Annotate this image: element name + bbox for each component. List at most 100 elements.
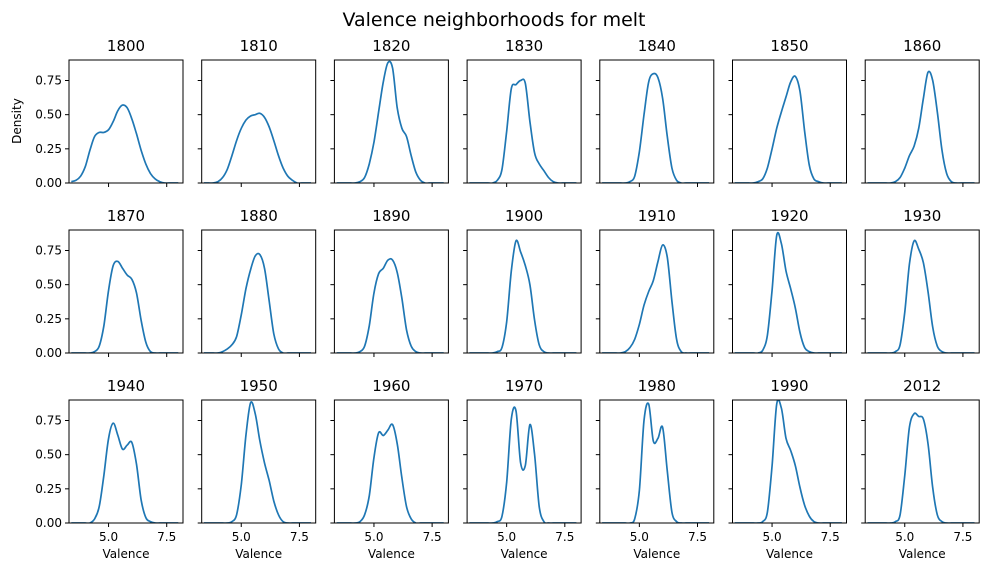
x-axis-label: Valence [368,547,415,561]
y-tick-label: 0.50 [35,448,62,462]
panel-1900: 1900 [463,207,582,357]
density-curve-1860 [867,70,975,183]
density-curve-1880 [204,252,311,353]
y-tick-label: 0.50 [35,278,62,292]
panel-title: 1930 [903,207,941,225]
density-curve-1820 [336,60,444,183]
y-tick-label: 0.75 [35,244,62,258]
panel-title: 1910 [638,207,676,225]
density-curve-1910 [602,244,710,353]
x-axis-label: Valence [633,547,680,561]
x-tick-label: 7.5 [555,530,574,544]
panel-1940: 1940 5.0 7.5 0.00 0.25 0.50 0.75 Valence [35,377,184,561]
axes-frame [599,399,715,524]
panel-title: 1990 [770,377,808,395]
x-tick-label: 5.0 [630,530,649,544]
x-tick-label: 5.0 [99,530,118,544]
panel-title: 1870 [107,207,145,225]
y-tick-label: 0.75 [35,74,62,88]
density-curve-2012 [867,412,975,523]
axes-frame [466,59,582,184]
axes-frame [864,229,980,354]
axes-frame [599,59,715,184]
panel-title: 1950 [240,377,278,395]
axes-frame [333,399,449,524]
x-tick-label: 7.5 [821,530,840,544]
panel-title: 1960 [372,377,410,395]
panel-title: 1820 [372,37,410,55]
axes-frame [732,59,847,184]
y-tick-label: 0.25 [35,482,62,496]
x-tick-label: 7.5 [290,530,309,544]
axes-frame [466,229,582,354]
density-curve-1830 [469,78,577,183]
y-tick-label: 0.00 [35,346,62,360]
x-tick-label: 5.0 [497,530,516,544]
y-tick-label: 0.25 [35,142,62,156]
density-curve-1940 [71,422,179,523]
density-curve-1970 [469,406,577,523]
axes-frame [864,59,980,184]
axes-frame [68,59,184,184]
panel-1920: 1920 [728,207,847,357]
panel-1810: 1810 [197,37,317,187]
axes-frame [68,229,184,354]
panel-1980: 1980 5.0 7.5 Valence [595,377,715,561]
panel-1870: 1870 0.00 0.25 0.50 0.75 [35,207,184,360]
panel-1820: 1820 [330,37,449,187]
density-curve-1900 [469,239,577,353]
y-tick-label: 0.25 [35,312,62,326]
panel-1830: 1830 [463,37,582,187]
x-tick-label: 5.0 [763,530,782,544]
panel-1890: 1890 [330,207,449,357]
density-curve-1850 [734,75,842,183]
x-axis-label: Valence [501,547,548,561]
axes-frame [201,229,317,354]
x-axis-label: Valence [103,547,150,561]
y-tick-label: 0.50 [35,108,62,122]
axes-frame [333,59,449,184]
panel-1860: 1860 [861,37,980,187]
density-curve-1890 [336,257,444,353]
y-tick-label: 0.75 [35,414,62,428]
axes-frame [864,399,980,524]
x-tick-label: 7.5 [157,530,176,544]
axes-frame [732,399,847,524]
density-curve-1870 [71,260,179,353]
x-tick-label: 7.5 [953,530,972,544]
x-axis-label: Valence [235,547,282,561]
axes-frame [201,59,317,184]
panel-title: 1880 [240,207,278,225]
panel-1880: 1880 [197,207,317,357]
panel-1840: 1840 [595,37,715,187]
density-curve-1950 [204,401,311,523]
density-curve-1930 [867,239,975,353]
panel-title: 1940 [107,377,145,395]
density-curve-1810 [204,112,311,183]
panel-title: 1850 [770,37,808,55]
x-tick-label: 7.5 [688,530,707,544]
panel-title: 1970 [505,377,543,395]
axes-frame [466,399,582,524]
axes-frame [599,229,715,354]
x-tick-label: 5.0 [895,530,914,544]
panel-1850: 1850 [728,37,847,187]
density-curve-1960 [336,423,444,523]
x-tick-label: 7.5 [423,530,442,544]
axes-frame [333,229,449,354]
x-axis-label: Valence [766,547,813,561]
density-curve-1980 [602,402,710,523]
small-multiples-grid: 1800 0.00 0.25 0.50 0.75 1810 1820 1830 1840 1850… [35,37,980,561]
panel-title: 1920 [770,207,808,225]
panel-1800: 1800 0.00 0.25 0.50 0.75 [35,37,184,190]
x-tick-label: 5.0 [232,530,251,544]
panel-1910: 1910 [595,207,715,357]
density-curve-1840 [602,72,710,183]
panel-1990: 1990 5.0 7.5 Valence [728,377,847,561]
panel-1950: 1950 5.0 7.5 Valence [197,377,317,561]
axes-frame [732,229,847,354]
panel-title: 1900 [505,207,543,225]
panel-title: 1810 [240,37,278,55]
panel-2012: 2012 5.0 7.5 Valence [861,377,980,561]
